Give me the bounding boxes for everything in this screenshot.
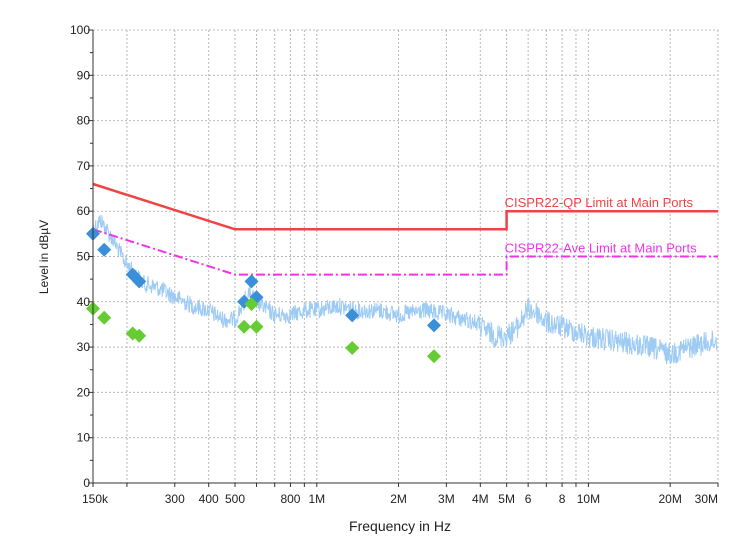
x-tick-label: 800 bbox=[280, 492, 300, 506]
y-tick-label: 10 bbox=[77, 431, 91, 445]
y-tick-label: 40 bbox=[77, 295, 91, 309]
y-tick-label: 20 bbox=[77, 385, 91, 399]
y-tick-label: 50 bbox=[77, 250, 91, 264]
x-tick-label: 8 bbox=[559, 492, 566, 506]
y-axis-label: Level in dBµV bbox=[37, 220, 51, 294]
grid bbox=[93, 29, 719, 483]
ave-limit-label: CISPR22-Ave Limit at Main Ports bbox=[505, 241, 697, 256]
x-tick-label: 4M bbox=[472, 492, 489, 506]
limit-lines: CISPR22-QP Limit at Main Ports CISPR22-Av… bbox=[92, 182, 718, 276]
qp-measurement-point bbox=[345, 308, 360, 323]
ave-measurement-point bbox=[237, 319, 252, 334]
qp-measurement-point bbox=[244, 274, 259, 289]
x-tick-label: 20M bbox=[658, 492, 681, 506]
ave-limit-line bbox=[92, 228, 718, 276]
ave-measurement-point bbox=[249, 319, 264, 334]
x-tick-label: 150k bbox=[82, 492, 109, 506]
y-tick-label: 0 bbox=[83, 476, 90, 490]
ave-measurement-point bbox=[97, 310, 112, 325]
qp-measurement-point bbox=[427, 318, 441, 333]
y-tick-label: 70 bbox=[77, 159, 91, 173]
ave-measurement-point bbox=[427, 349, 441, 364]
x-tick-label: 2M bbox=[390, 492, 407, 506]
measurement-points bbox=[86, 226, 441, 364]
x-tick-label: 10M bbox=[577, 492, 600, 506]
x-axis-ticks: 150k 300 400 500 800 1M 2M 3M 4M 5M 6 8 10M 20M 30M bbox=[82, 483, 719, 506]
y-tick-label: 80 bbox=[77, 114, 91, 128]
y-tick-label: 100 bbox=[70, 23, 90, 37]
qp-limit-line bbox=[92, 182, 718, 231]
x-tick-label: 30M bbox=[695, 492, 718, 506]
x-axis-label: Frequency in Hz bbox=[349, 518, 451, 534]
x-tick-label: 1M bbox=[308, 492, 325, 506]
scan-trace-line bbox=[92, 215, 719, 365]
y-tick-label: 30 bbox=[77, 340, 91, 354]
x-tick-label: 300 bbox=[165, 492, 185, 506]
ave-measurement-point bbox=[244, 297, 259, 312]
y-axis-ticks: 0 10 20 30 40 50 60 70 80 90 100 bbox=[70, 23, 93, 490]
x-tick-label: 400 bbox=[199, 492, 219, 506]
x-tick-label: 500 bbox=[225, 492, 245, 506]
x-tick-label: 6 bbox=[525, 492, 532, 506]
scan-trace bbox=[92, 215, 719, 365]
ave-measurement-point bbox=[345, 341, 360, 355]
qp-limit-label: CISPR22-QP Limit at Main Ports bbox=[505, 195, 694, 210]
y-tick-label: 60 bbox=[77, 204, 91, 218]
y-tick-label: 90 bbox=[77, 68, 91, 82]
ave-measurement-point bbox=[132, 328, 147, 343]
x-tick-label: 5M bbox=[498, 492, 515, 506]
qp-measurement-point bbox=[132, 274, 147, 289]
qp-measurement-point bbox=[97, 242, 112, 257]
x-tick-label: 3M bbox=[438, 492, 455, 506]
